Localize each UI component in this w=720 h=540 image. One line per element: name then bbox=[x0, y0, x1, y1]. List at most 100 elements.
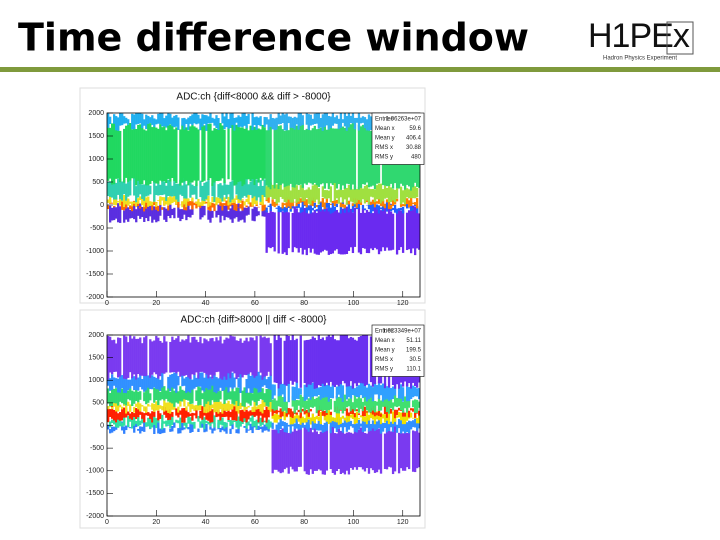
heatmap-cell bbox=[311, 200, 314, 206]
heatmap-cell bbox=[231, 372, 234, 389]
heatmap-cell bbox=[359, 423, 363, 427]
heatmap-cell bbox=[253, 195, 256, 205]
heatmap-cell bbox=[227, 119, 230, 129]
heatmap-cell bbox=[159, 184, 162, 196]
heatmap-cell bbox=[351, 424, 355, 428]
heatmap-cell bbox=[231, 423, 234, 430]
heatmap-cell bbox=[365, 119, 369, 131]
heatmap-cell bbox=[275, 411, 278, 423]
heatmap-cell bbox=[381, 399, 385, 407]
heatmap-cell bbox=[225, 422, 228, 434]
heatmap-cell bbox=[127, 119, 130, 125]
heatmap-cell bbox=[379, 412, 383, 425]
heatmap-cell bbox=[169, 391, 172, 403]
heatmap-cell bbox=[149, 201, 152, 207]
heatmap-cell bbox=[197, 114, 200, 124]
heatmap-cell bbox=[159, 405, 162, 409]
heatmap-cell bbox=[129, 178, 132, 196]
heatmap-cell bbox=[347, 202, 351, 213]
heatmap-cell bbox=[277, 410, 280, 413]
heatmap-cell bbox=[405, 198, 409, 205]
heatmap-cell bbox=[261, 421, 264, 425]
heatmap-cell bbox=[307, 398, 310, 413]
heatmap-cell bbox=[357, 124, 361, 190]
heatmap-cell bbox=[241, 207, 244, 220]
heatmap-cell bbox=[257, 408, 260, 423]
heatmap-cell bbox=[305, 128, 308, 185]
heatmap-cell bbox=[243, 128, 246, 185]
heatmap-cell bbox=[289, 340, 292, 381]
heatmap-cell bbox=[143, 208, 146, 222]
heatmap-cell bbox=[125, 204, 128, 220]
heatmap-cell bbox=[113, 339, 116, 372]
heatmap-cell bbox=[295, 208, 298, 249]
heatmap-cell bbox=[263, 393, 266, 403]
x-tick-label: 0 bbox=[105, 300, 109, 307]
heatmap-cell bbox=[215, 115, 218, 129]
heatmap-cell bbox=[341, 400, 345, 414]
heatmap-cell bbox=[357, 429, 361, 468]
heatmap-cell bbox=[225, 200, 228, 206]
heatmap-cell bbox=[151, 341, 154, 375]
heatmap-cell bbox=[397, 208, 401, 251]
heatmap-cell bbox=[351, 382, 355, 396]
heatmap-cell bbox=[267, 337, 270, 372]
heatmap-cell bbox=[387, 412, 391, 425]
heatmap-cell bbox=[109, 429, 112, 434]
heatmap-cell bbox=[199, 180, 202, 198]
heatmap-cell bbox=[409, 201, 413, 212]
heatmap-cell bbox=[389, 421, 393, 428]
heatmap-cell bbox=[251, 113, 254, 131]
heatmap-cell bbox=[349, 420, 353, 427]
heatmap-cell bbox=[309, 114, 312, 126]
heatmap-cell bbox=[247, 411, 250, 420]
heatmap-cell bbox=[335, 411, 339, 423]
heatmap-cell bbox=[193, 413, 196, 416]
heatmap-cell bbox=[205, 409, 208, 420]
heatmap-cell bbox=[259, 417, 262, 427]
heatmap-cell bbox=[163, 181, 166, 195]
heatmap-cell bbox=[233, 198, 236, 203]
heatmap-cell bbox=[203, 182, 206, 202]
heatmap-cell bbox=[259, 180, 262, 202]
heatmap-cell bbox=[287, 433, 290, 474]
heatmap-cell bbox=[123, 416, 126, 426]
heatmap-cell bbox=[389, 398, 393, 409]
heatmap-cell bbox=[397, 398, 401, 407]
heatmap-cell bbox=[363, 117, 367, 129]
heatmap-cell bbox=[121, 388, 124, 404]
heatmap-cell bbox=[409, 408, 413, 411]
heatmap-cell bbox=[229, 335, 232, 379]
heatmap-cell bbox=[225, 422, 228, 428]
heatmap-cell bbox=[191, 404, 194, 410]
heatmap-cell bbox=[365, 209, 369, 254]
heatmap-cell bbox=[225, 403, 228, 412]
heatmap-cell bbox=[289, 116, 292, 128]
heatmap-cell bbox=[281, 189, 284, 199]
heatmap-cell bbox=[227, 211, 230, 218]
heatmap-cell bbox=[337, 118, 341, 130]
heatmap-cell bbox=[141, 426, 144, 432]
heatmap-cell bbox=[125, 405, 128, 414]
heatmap-cell bbox=[133, 126, 136, 179]
heatmap-cell bbox=[113, 417, 116, 425]
heatmap-cell bbox=[309, 130, 312, 184]
heatmap-cell bbox=[353, 388, 357, 396]
heatmap-cell bbox=[321, 127, 324, 184]
heatmap-cell bbox=[111, 374, 114, 390]
heatmap-cell bbox=[277, 205, 280, 213]
heatmap-cell bbox=[261, 185, 264, 195]
heatmap-cell bbox=[271, 399, 274, 410]
heatmap-cell bbox=[119, 194, 122, 206]
heatmap-cell bbox=[195, 113, 198, 125]
heatmap-cell bbox=[233, 117, 236, 131]
heatmap-cell bbox=[339, 187, 343, 198]
heatmap-cell bbox=[231, 203, 234, 223]
heatmap-cell bbox=[321, 114, 324, 131]
heatmap-cell bbox=[257, 391, 260, 401]
heatmap-cell bbox=[199, 403, 202, 411]
heatmap-cell bbox=[151, 207, 154, 223]
heatmap-cell bbox=[191, 124, 194, 183]
heatmap-cell bbox=[137, 416, 140, 427]
heatmap-cell bbox=[383, 414, 387, 423]
